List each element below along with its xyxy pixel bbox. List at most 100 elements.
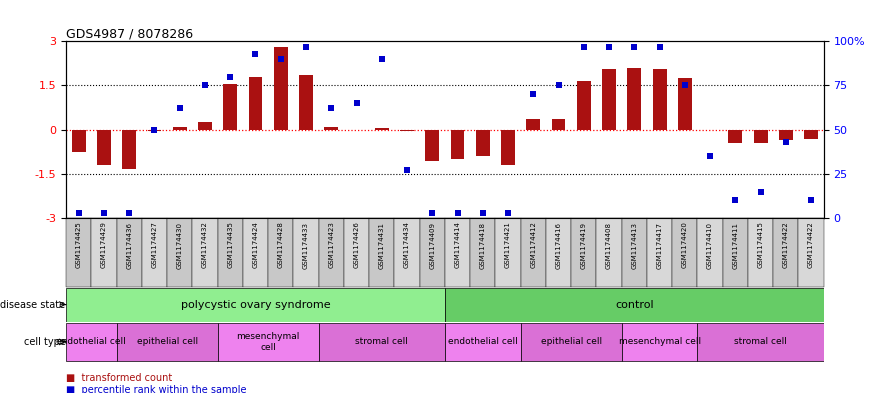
Point bbox=[248, 50, 263, 57]
Text: GSM1174410: GSM1174410 bbox=[707, 222, 713, 268]
Text: GSM1174413: GSM1174413 bbox=[632, 222, 637, 268]
Bar bbox=[66, 288, 445, 321]
Bar bbox=[319, 218, 344, 287]
Point bbox=[602, 43, 616, 50]
Bar bbox=[521, 218, 546, 287]
Text: GSM1174425: GSM1174425 bbox=[76, 222, 82, 268]
Point bbox=[426, 210, 440, 216]
Bar bbox=[274, 47, 288, 130]
Text: GSM1174436: GSM1174436 bbox=[126, 222, 132, 268]
Point bbox=[753, 188, 767, 195]
Text: GSM1174434: GSM1174434 bbox=[404, 222, 410, 268]
Bar bbox=[722, 218, 748, 287]
Bar bbox=[476, 130, 490, 156]
Bar bbox=[596, 218, 622, 287]
Point bbox=[804, 197, 818, 204]
Text: epithelial cell: epithelial cell bbox=[137, 338, 197, 346]
Bar bbox=[71, 130, 85, 152]
Text: GSM1174430: GSM1174430 bbox=[177, 222, 182, 268]
Point bbox=[198, 82, 212, 88]
Point bbox=[577, 43, 591, 50]
Point bbox=[450, 210, 464, 216]
Bar bbox=[192, 218, 218, 287]
Bar bbox=[698, 323, 824, 361]
Bar bbox=[173, 127, 187, 130]
Text: GSM1174421: GSM1174421 bbox=[505, 222, 511, 268]
Bar bbox=[344, 218, 369, 287]
Point bbox=[299, 43, 313, 50]
Bar bbox=[142, 218, 167, 287]
Point bbox=[122, 210, 137, 216]
Bar bbox=[571, 218, 596, 287]
Text: GSM1174432: GSM1174432 bbox=[202, 222, 208, 268]
Text: GSM1174414: GSM1174414 bbox=[455, 222, 461, 268]
Point bbox=[147, 127, 161, 133]
Bar bbox=[395, 218, 419, 287]
Point bbox=[350, 100, 364, 106]
Text: GSM1174417: GSM1174417 bbox=[656, 222, 663, 268]
Point bbox=[729, 197, 743, 204]
Text: mesenchymal cell: mesenchymal cell bbox=[618, 338, 700, 346]
Bar bbox=[319, 323, 445, 361]
Bar bbox=[470, 218, 495, 287]
Text: polycystic ovary syndrome: polycystic ovary syndrome bbox=[181, 299, 330, 310]
Bar bbox=[677, 78, 692, 130]
Text: GSM1174418: GSM1174418 bbox=[480, 222, 485, 268]
Text: GDS4987 / 8078286: GDS4987 / 8078286 bbox=[66, 27, 193, 40]
Point bbox=[677, 82, 692, 88]
Text: GSM1174420: GSM1174420 bbox=[682, 222, 688, 268]
Bar bbox=[495, 218, 521, 287]
Text: epithelial cell: epithelial cell bbox=[541, 338, 602, 346]
Point bbox=[779, 139, 793, 145]
Bar bbox=[672, 218, 698, 287]
Bar bbox=[526, 119, 540, 130]
Bar bbox=[97, 130, 111, 165]
Bar bbox=[426, 130, 440, 161]
Point bbox=[526, 91, 540, 97]
Point bbox=[653, 43, 667, 50]
Point bbox=[374, 56, 389, 62]
Bar bbox=[501, 130, 515, 165]
Text: GSM1174422: GSM1174422 bbox=[808, 222, 814, 268]
Point bbox=[324, 105, 338, 112]
Point bbox=[97, 210, 111, 216]
Point bbox=[71, 210, 85, 216]
Bar bbox=[445, 323, 521, 361]
Text: GSM1174427: GSM1174427 bbox=[152, 222, 158, 268]
Bar bbox=[66, 218, 92, 287]
Bar bbox=[779, 130, 793, 140]
Bar bbox=[218, 323, 319, 361]
Text: GSM1174409: GSM1174409 bbox=[429, 222, 435, 268]
Point bbox=[627, 43, 641, 50]
Bar bbox=[653, 69, 667, 130]
Point bbox=[274, 56, 288, 62]
Bar bbox=[66, 323, 116, 361]
Text: disease state: disease state bbox=[1, 299, 65, 310]
Text: ■  transformed count: ■ transformed count bbox=[66, 373, 173, 383]
Bar bbox=[729, 130, 743, 143]
Text: GSM1174422: GSM1174422 bbox=[783, 222, 788, 268]
Text: GSM1174426: GSM1174426 bbox=[353, 222, 359, 268]
Point bbox=[703, 153, 717, 160]
Text: GSM1174424: GSM1174424 bbox=[253, 222, 258, 268]
Bar bbox=[116, 323, 218, 361]
Text: GSM1174428: GSM1174428 bbox=[278, 222, 284, 268]
Text: GSM1174429: GSM1174429 bbox=[101, 222, 107, 268]
Text: GSM1174431: GSM1174431 bbox=[379, 222, 385, 268]
Text: mesenchymal
cell: mesenchymal cell bbox=[236, 332, 300, 352]
Bar bbox=[369, 218, 395, 287]
Bar bbox=[400, 130, 414, 131]
Bar bbox=[804, 130, 818, 138]
Text: stromal cell: stromal cell bbox=[734, 338, 787, 346]
Bar bbox=[622, 323, 698, 361]
Bar bbox=[293, 218, 319, 287]
Bar bbox=[147, 130, 161, 131]
Bar bbox=[622, 218, 647, 287]
Bar bbox=[374, 128, 389, 130]
Bar bbox=[243, 218, 268, 287]
Bar bbox=[774, 218, 798, 287]
Bar bbox=[647, 218, 672, 287]
Text: GSM1174412: GSM1174412 bbox=[530, 222, 537, 268]
Bar bbox=[324, 127, 338, 130]
Point bbox=[501, 210, 515, 216]
